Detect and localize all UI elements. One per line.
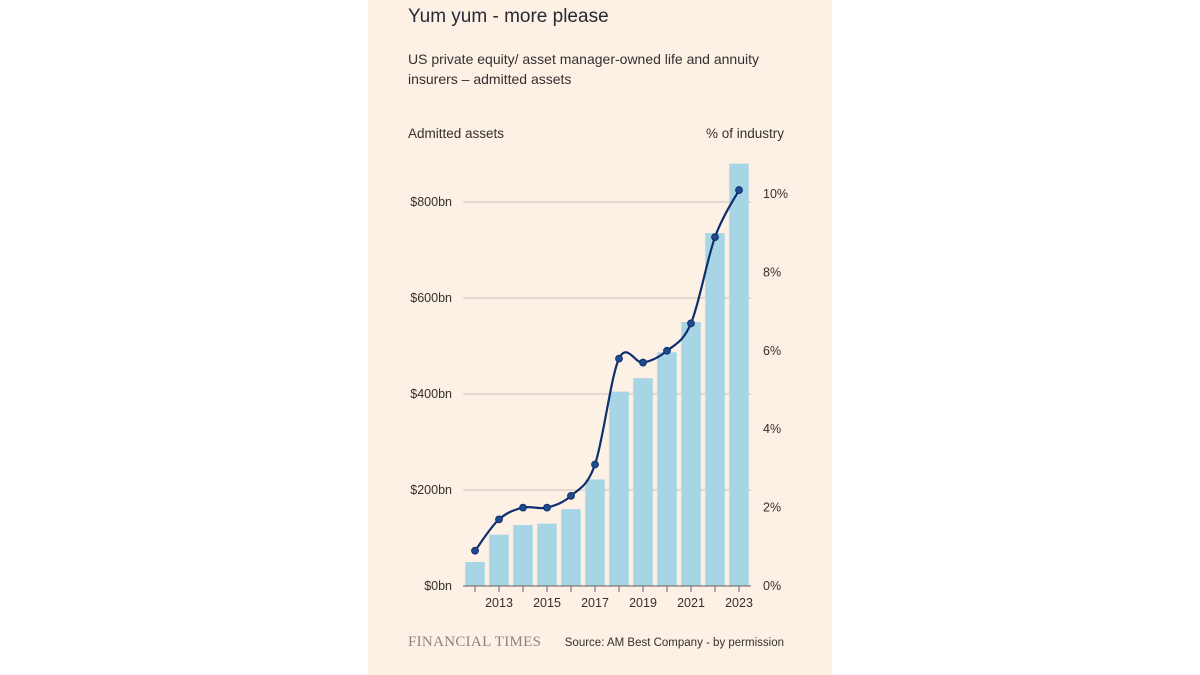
bar-2014 — [513, 525, 533, 586]
line-point-2018 — [615, 354, 623, 363]
right-tick-label: 0% — [763, 579, 781, 593]
line-point-2016 — [567, 491, 575, 500]
bar-2013 — [489, 534, 509, 586]
bar-2012 — [465, 562, 485, 586]
gridlines — [463, 201, 751, 491]
right-tick-label: 10% — [763, 187, 788, 201]
bar-2017 — [585, 479, 605, 586]
line-point-2022 — [711, 233, 719, 242]
bar-2015 — [537, 523, 557, 586]
x-tick-label: 2019 — [629, 596, 657, 610]
bar-2021 — [681, 322, 701, 586]
right-tick-label: 4% — [763, 422, 781, 436]
line-point-2015 — [543, 503, 551, 512]
right-tick-label: 8% — [763, 265, 781, 279]
line-point-2020 — [663, 346, 671, 355]
left-axis-title: Admitted assets — [408, 126, 505, 141]
axes: $0bn $200bn $400bn $600bn $800bn 0% 2% 4% 6% 8% 10… — [410, 187, 788, 610]
bar-2018 — [609, 391, 629, 586]
ft-logo-text: FINANCIAL TIMES — [408, 634, 542, 650]
left-tick-label: $400bn — [410, 387, 452, 401]
chart-title: Yum yum - more please — [408, 6, 609, 27]
line-point-2012 — [471, 546, 479, 555]
line-point-2017 — [591, 460, 599, 469]
line-point-2021 — [687, 319, 695, 328]
source-note: Source: AM Best Company - by permission — [564, 637, 784, 649]
line-point-2023 — [735, 186, 743, 194]
right-tick-label: 6% — [763, 344, 781, 358]
chart-subtitle: US private equity/ asset manager-owned l… — [408, 51, 759, 87]
chart-plot: $0bn $200bn $400bn $600bn $800bn 0% 2% 4% 6% 8% 10… — [410, 163, 788, 610]
x-tick-label: 2021 — [677, 596, 705, 610]
x-tick-label: 2023 — [725, 596, 753, 610]
left-tick-label: $200bn — [410, 483, 452, 497]
right-axis-title: % of industry — [705, 126, 784, 141]
chart-panel: Yum yum - more please US private equity/… — [368, 0, 832, 675]
x-tick-label: 2013 — [485, 596, 513, 610]
x-tick-label: 2015 — [533, 596, 561, 610]
bar-2016 — [561, 509, 581, 586]
left-tick-label: $800bn — [410, 195, 452, 209]
bar-2019 — [633, 378, 653, 586]
bar-2023 — [729, 163, 749, 586]
left-tick-label: $600bn — [410, 291, 452, 305]
x-tick-label: 2017 — [581, 596, 609, 610]
bar-2022 — [705, 233, 725, 586]
right-tick-label: 2% — [763, 501, 781, 515]
line-point-2014 — [519, 503, 527, 512]
bar-2020 — [657, 352, 677, 586]
left-tick-label: $0bn — [424, 579, 452, 593]
line-point-2019 — [639, 358, 647, 367]
percent-line — [471, 186, 743, 555]
line-point-2013 — [495, 515, 503, 524]
bars — [465, 163, 749, 586]
